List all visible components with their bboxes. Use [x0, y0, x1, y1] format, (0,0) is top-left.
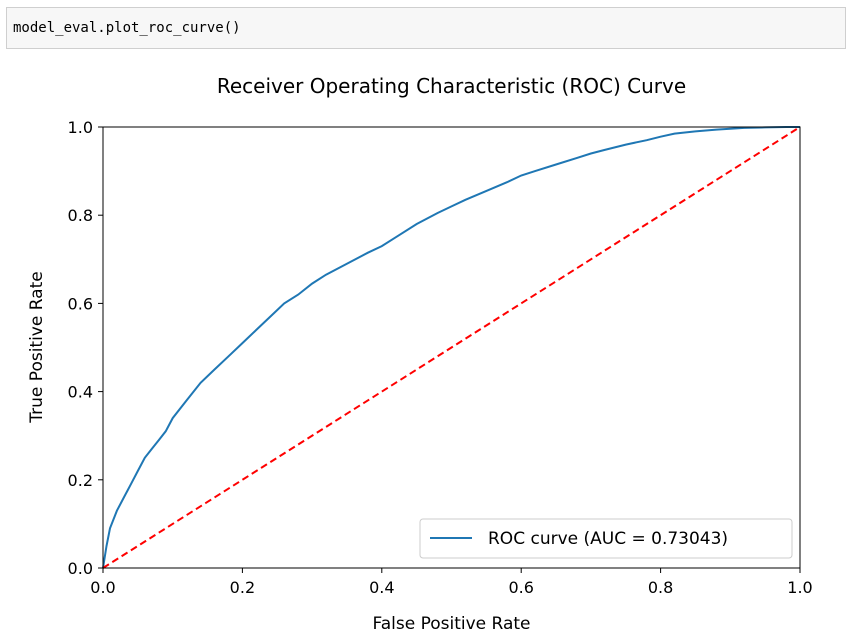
y-tick-label: 0.0 [68, 559, 93, 578]
y-tick-label: 0.2 [68, 471, 93, 490]
legend-label-roc: ROC curve (AUC = 0.73043) [488, 529, 728, 549]
y-tick-label: 1.0 [68, 118, 93, 137]
y-tick-label: 0.8 [68, 206, 93, 225]
chance-diagonal-line [102, 126, 801, 569]
code-text: model_eval.plot_roc_curve() [13, 20, 241, 36]
x-tick-label: 0.8 [648, 578, 673, 597]
x-axis-label: False Positive Rate [373, 614, 531, 634]
y-tick-label: 0.6 [68, 294, 93, 313]
axis-ticks: 0.0 0.2 0.4 0.6 0.8 1.0 0.0 0.2 0.4 0.6 0.8 1.0 [68, 118, 813, 597]
code-cell[interactable]: model_eval.plot_roc_curve() [6, 7, 846, 49]
x-tick-label: 0.6 [508, 578, 533, 597]
legend-box [419, 518, 793, 559]
x-tick-label: 0.4 [369, 578, 394, 597]
y-tick-label: 0.4 [68, 383, 93, 402]
x-tick-label: 1.0 [787, 578, 812, 597]
x-tick-label: 0.0 [90, 578, 115, 597]
y-axis-label: True Positive Rate [27, 271, 47, 423]
x-tick-label: 0.2 [230, 578, 255, 597]
plot-area [102, 126, 801, 569]
plot-frame [102, 126, 801, 569]
chart-title: Receiver Operating Characteristic (ROC) … [217, 74, 686, 98]
legend: ROC curve (AUC = 0.73043) [419, 518, 793, 559]
roc-curve-line [102, 126, 800, 569]
